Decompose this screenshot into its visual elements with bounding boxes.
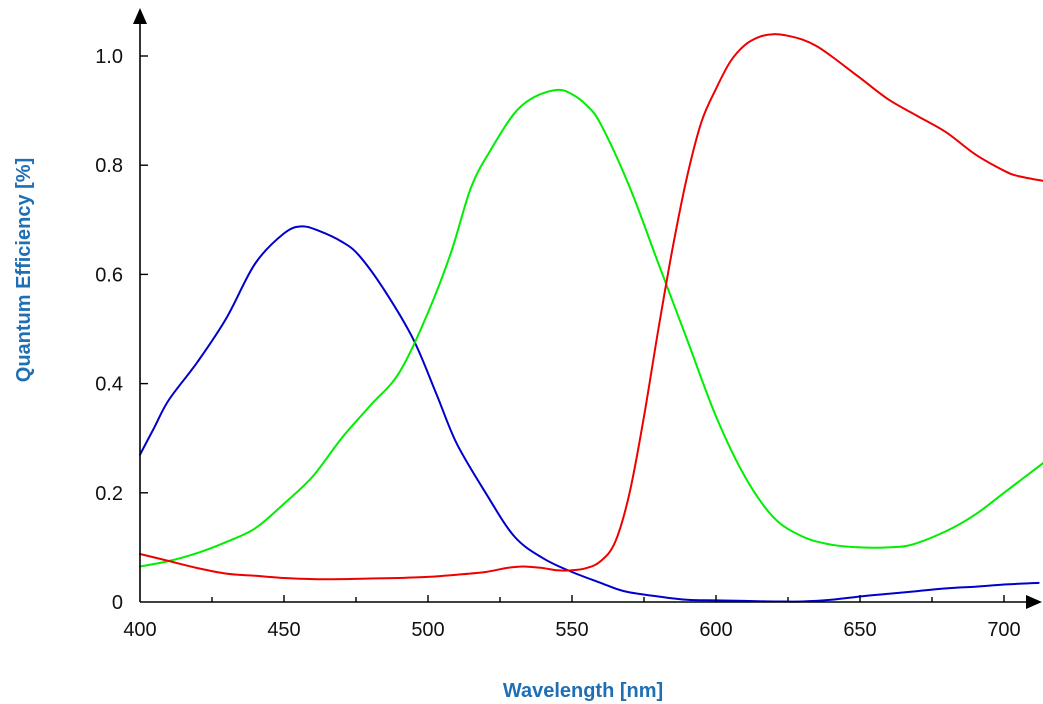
series-line-3: [139, 33, 1043, 581]
series-layer: [139, 33, 1043, 603]
y-tick-label: 1.0: [95, 46, 123, 68]
x-axis-title: Wavelength [nm]: [503, 680, 663, 702]
x-tick-label: 450: [267, 619, 300, 641]
y-tick-label: 0.8: [95, 155, 123, 177]
x-tick-label: 700: [987, 619, 1020, 641]
series-line-1: [139, 225, 1040, 603]
x-tick-label: 650: [843, 619, 876, 641]
x-tick-label: 500: [411, 619, 444, 641]
x-axis-arrow: [1026, 595, 1042, 609]
y-axis-arrow: [133, 8, 147, 24]
y-tick-label: 0.6: [95, 264, 123, 286]
tick-layer: 400 450 500 550 600 650 700 0 0.2 0.4 0.6 0.8 1.0: [95, 46, 1021, 641]
y-tick-label: 0.4: [95, 374, 123, 396]
series-line-2: [139, 88, 1043, 568]
y-tick-label: 0: [112, 592, 123, 614]
x-tick-label: 400: [123, 619, 156, 641]
y-axis-title: Quantum Efficiency [%]: [13, 158, 35, 382]
x-tick-label: 600: [699, 619, 732, 641]
x-tick-label: 550: [555, 619, 588, 641]
y-tick-label: 0.2: [95, 483, 123, 505]
